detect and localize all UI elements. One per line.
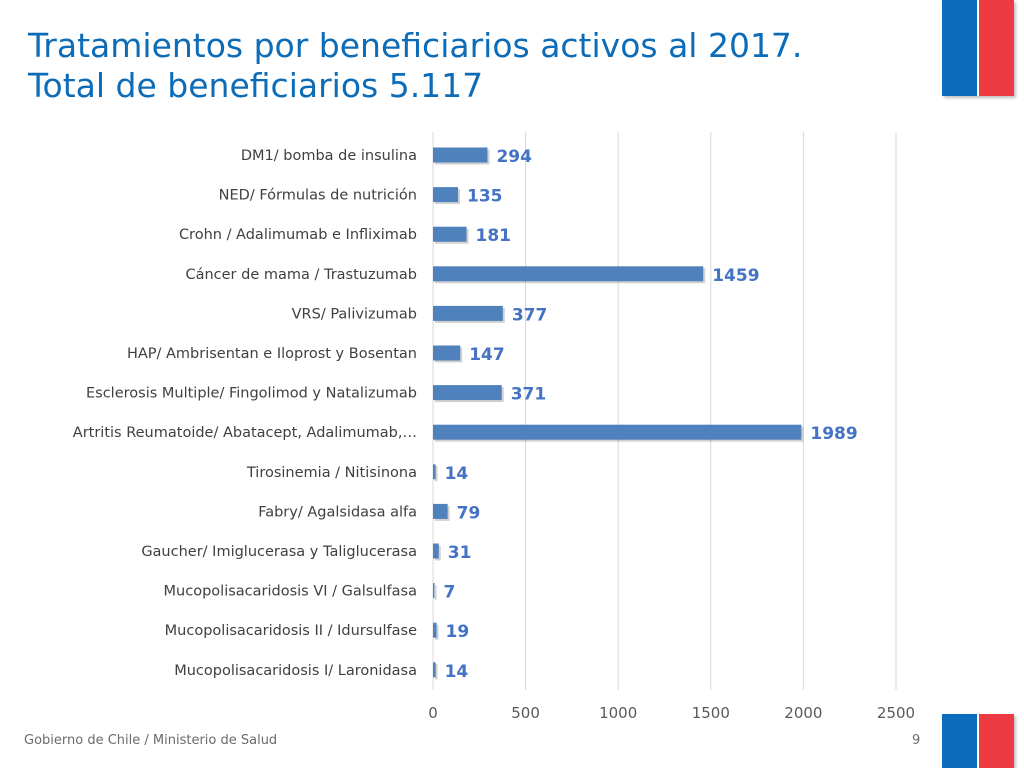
category-label: Crohn / Adalimumab e Infliximab [179,227,417,243]
data-label: 371 [511,385,547,405]
bar-shadow [435,585,437,601]
bar [433,583,435,599]
data-label: 377 [512,305,548,325]
bar [433,226,467,242]
category-label: Mucopolisacaridosis VI / Galsulfasa [164,584,417,600]
category-label: Mucopolisacaridosis I/ Laronidasa [174,663,417,679]
data-label: 147 [469,345,505,365]
footer-text: Gobierno de Chile / Ministerio de Salud [24,733,278,748]
flag-blue-stripe [942,0,979,96]
category-label: Esclerosis Multiple/ Fingolimod y Natali… [86,386,417,402]
slide-title-line1: Tratamientos por beneficiarios activos a… [28,26,803,65]
bar [433,503,448,519]
flag-red-stripe [979,714,1014,768]
category-label: VRS/ Palivizumab [292,306,417,322]
bar [433,464,436,480]
category-label: Artritis Reumatoide/ Abatacept, Adalimum… [73,425,417,441]
bar [433,662,436,678]
chile-flag-decoration-bottom [942,714,1014,768]
flag-blue-stripe [942,714,979,768]
data-label: 79 [457,503,481,523]
category-label: Fabry/ Agalsidasa alfa [258,504,417,520]
category-label: DM1/ bomba de insulina [241,148,417,164]
category-label: NED/ Fórmulas de nutrición [219,188,417,204]
bar [433,147,488,163]
bar [433,187,459,203]
bar [433,266,704,282]
data-label: 14 [445,464,469,484]
data-label: 1459 [712,266,759,286]
data-label: 294 [496,147,532,167]
x-tick-label: 0 [428,704,438,722]
data-label: 135 [467,187,503,207]
flag-red-stripe [979,0,1014,96]
bar-shadow [435,624,439,640]
x-tick-label: 2000 [784,704,822,722]
slide-title-line2: Total de beneficiarios 5.117 [28,66,484,105]
bar [433,385,502,401]
bar [433,345,461,361]
data-label: 7 [444,583,456,603]
category-label: Cáncer de mama / Trastuzumab [185,267,417,283]
data-label: 181 [476,226,512,246]
bar [433,424,802,440]
x-tick-label: 1500 [692,704,730,722]
x-tick-label: 1000 [599,704,637,722]
category-label: HAP/ Ambrisentan e Iloprost y Bosentan [127,346,417,362]
category-label: Gaucher/ Imiglucerasa y Taliglucerasa [141,544,417,560]
bar [433,622,437,638]
category-label: Tirosinemia / Nitisinona [246,465,417,481]
x-tick-label: 2500 [877,704,915,722]
x-tick-label: 500 [511,704,540,722]
page-number: 9 [912,733,921,748]
data-label: 31 [448,543,472,563]
chile-flag-decoration-top [942,0,1014,96]
bar [433,305,503,321]
bar-shadow [435,466,438,482]
data-label: 19 [446,622,470,642]
category-label: Mucopolisacaridosis II / Idursulfase [165,623,417,639]
bar-shadow [435,664,438,680]
slide-title: Tratamientos por beneficiarios activos a… [28,26,928,106]
data-label: 1989 [810,424,857,444]
bar [433,543,439,559]
data-label: 14 [445,662,469,682]
